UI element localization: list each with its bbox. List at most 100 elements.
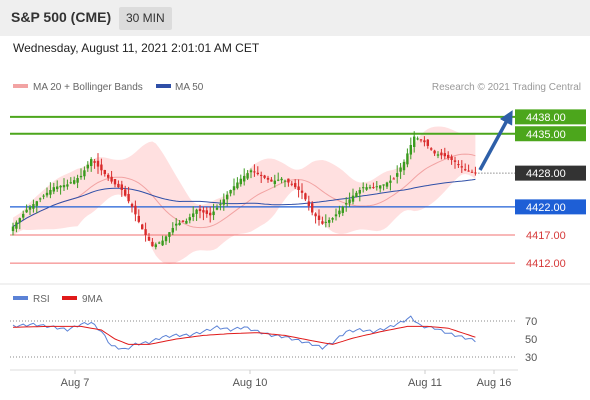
candle-body	[45, 192, 49, 196]
candle-body	[324, 221, 327, 223]
candle-body	[198, 208, 202, 212]
x-axis-label: Aug 7	[61, 377, 90, 389]
candle-body	[192, 213, 195, 217]
candle-body	[219, 204, 222, 206]
candle-body	[273, 180, 276, 185]
candle-body	[185, 220, 188, 224]
candle-body	[341, 206, 344, 213]
bollinger-band	[13, 126, 476, 265]
candle-body	[130, 203, 134, 207]
timeframe-badge[interactable]: 30 MIN	[119, 7, 172, 30]
candle-body	[56, 186, 59, 190]
candle-body	[62, 185, 66, 188]
rsi-tick-label: 70	[525, 316, 537, 328]
candle-body	[137, 215, 140, 222]
ma20-legend-swatch	[13, 84, 28, 88]
rsi-ma-line	[12, 325, 476, 345]
candle-body	[450, 156, 453, 160]
candle-body	[362, 187, 365, 189]
candle-body	[181, 220, 185, 222]
candle-body	[385, 182, 389, 187]
candle-body	[69, 182, 72, 184]
candle-body	[73, 180, 76, 184]
candle-body	[15, 222, 18, 229]
candle-body	[409, 145, 412, 155]
rsi-line	[12, 315, 476, 350]
candle-body	[100, 164, 103, 171]
candle-body	[464, 169, 467, 171]
candle-body	[59, 185, 62, 188]
candle-body	[151, 241, 154, 247]
candle-body	[168, 232, 171, 237]
ma50-legend-swatch	[156, 84, 171, 88]
candle-body	[447, 154, 450, 159]
candle-body	[93, 161, 96, 163]
candle-body	[90, 159, 93, 167]
candle-body	[158, 242, 161, 244]
candle-body	[280, 178, 283, 181]
resistance-tag-label: 4438.00	[526, 112, 566, 124]
candle-body	[66, 184, 69, 187]
candle-body	[443, 153, 446, 157]
candle-body	[195, 209, 198, 214]
candle-body	[290, 183, 293, 185]
rsi-ma-legend-swatch	[62, 296, 77, 300]
candle-body	[141, 224, 144, 230]
candle-body	[321, 221, 324, 224]
rsi-legend-label: RSI	[33, 294, 50, 305]
candle-body	[28, 206, 32, 210]
candle-body	[35, 201, 38, 206]
ma50-line	[12, 178, 476, 228]
candle-body	[236, 182, 239, 189]
resistance-tag	[515, 126, 586, 142]
candle-body	[246, 173, 249, 179]
candle-body	[396, 173, 399, 177]
candle-body	[18, 218, 21, 223]
candle-body	[39, 198, 42, 200]
last-price-tag-label: 4428.00	[526, 168, 566, 180]
candle-body	[283, 180, 287, 182]
candle-body	[212, 211, 215, 216]
candle-body	[49, 190, 52, 195]
candle-body	[263, 175, 266, 178]
candle-body	[423, 140, 426, 143]
chart-datetime: Wednesday, August 11, 2021 2:01:01 AM CE…	[13, 41, 260, 55]
candle-body	[300, 190, 304, 193]
candle-body	[355, 192, 358, 198]
candle-body	[124, 189, 127, 196]
candle-body	[467, 170, 470, 172]
candle-body	[86, 164, 89, 169]
candle-body	[256, 172, 259, 175]
candle-body	[399, 167, 402, 172]
candle-body	[188, 217, 191, 221]
candle-body	[144, 229, 147, 235]
candle-body	[11, 226, 15, 232]
candle-body	[297, 186, 300, 190]
candle-body	[120, 184, 123, 190]
support-level-label: 4412.00	[526, 258, 566, 270]
candle-body	[215, 207, 219, 210]
candle-body	[147, 236, 151, 241]
candle-body	[430, 148, 433, 150]
candle-body	[202, 210, 205, 213]
candle-body	[453, 160, 457, 162]
candle-body	[249, 170, 253, 173]
candle-body	[243, 175, 246, 182]
candle-body	[232, 186, 236, 191]
candle-body	[134, 205, 137, 215]
candle-body	[314, 213, 317, 217]
candle-body	[117, 183, 120, 188]
candle-body	[175, 223, 178, 226]
candle-body	[79, 175, 83, 178]
pivot-tag	[515, 199, 586, 215]
candle-body	[392, 178, 395, 180]
pivot-tag-label: 4422.00	[526, 202, 566, 214]
candle-body	[222, 199, 225, 205]
candle-body	[178, 222, 181, 226]
candle-body	[338, 210, 341, 215]
x-axis-label: Aug 11	[408, 377, 442, 389]
candle-body	[317, 215, 321, 220]
candle-body	[419, 139, 423, 141]
candle-body	[164, 236, 168, 242]
